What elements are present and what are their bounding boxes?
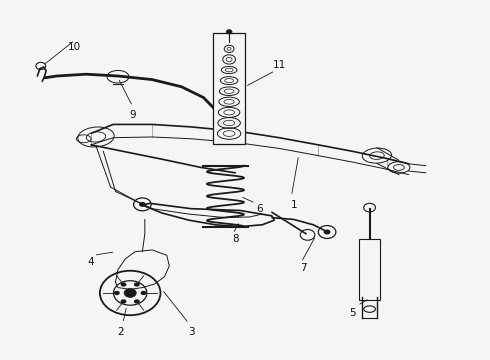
Bar — [213, 33, 245, 144]
Circle shape — [134, 299, 140, 303]
Text: 3: 3 — [188, 327, 195, 337]
Circle shape — [134, 282, 140, 287]
Text: 6: 6 — [256, 204, 263, 214]
Text: 9: 9 — [129, 111, 136, 121]
Text: 8: 8 — [232, 234, 239, 244]
Text: 2: 2 — [117, 327, 123, 337]
Text: 11: 11 — [272, 60, 286, 70]
Circle shape — [121, 299, 126, 303]
Circle shape — [114, 291, 120, 295]
Circle shape — [124, 288, 136, 297]
Text: 7: 7 — [300, 263, 307, 273]
Text: 4: 4 — [88, 257, 95, 267]
Circle shape — [141, 291, 147, 295]
Text: 10: 10 — [68, 42, 80, 52]
Circle shape — [139, 202, 146, 207]
Text: 1: 1 — [291, 200, 297, 210]
Text: 5: 5 — [349, 308, 356, 318]
Circle shape — [324, 229, 331, 234]
Bar — [359, 239, 380, 300]
Circle shape — [121, 282, 126, 287]
Circle shape — [226, 30, 232, 34]
